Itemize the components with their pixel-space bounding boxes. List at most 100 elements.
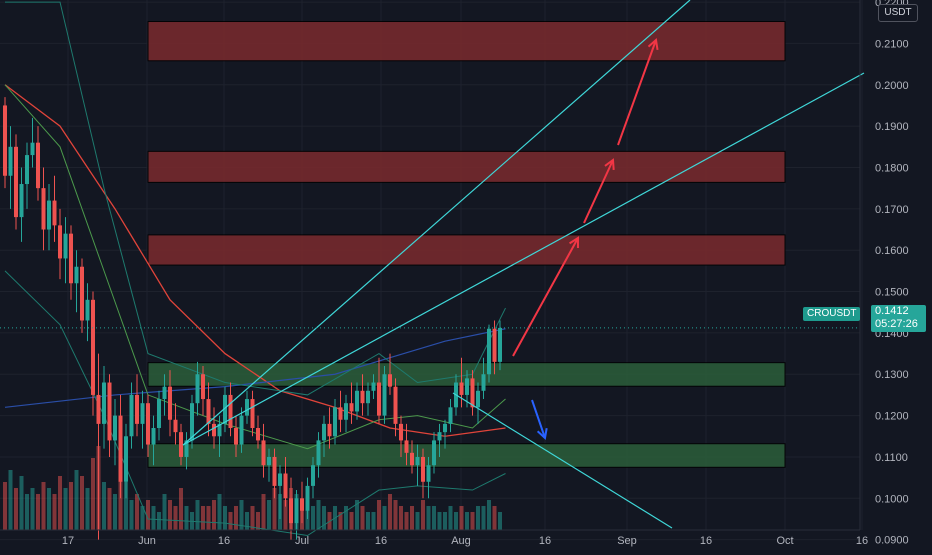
candle-body[interactable] bbox=[102, 382, 106, 424]
candle-body[interactable] bbox=[487, 328, 491, 375]
currency-badge[interactable]: USDT bbox=[878, 4, 918, 22]
arrow-blue-shaft[interactable] bbox=[531, 399, 546, 439]
candle-body[interactable] bbox=[8, 146, 13, 176]
candle-body[interactable] bbox=[432, 440, 436, 466]
candle-body[interactable] bbox=[476, 390, 480, 408]
candle-body[interactable] bbox=[190, 403, 194, 441]
candle-body[interactable] bbox=[426, 465, 431, 482]
candle-body[interactable] bbox=[272, 456, 277, 486]
drawing-layer[interactable] bbox=[0, 0, 865, 529]
trendline[interactable] bbox=[182, 0, 691, 446]
candle-body[interactable] bbox=[421, 456, 425, 482]
candle-body[interactable] bbox=[157, 399, 161, 429]
candle-body[interactable] bbox=[327, 423, 332, 437]
candle-body[interactable] bbox=[69, 233, 73, 284]
candle-body[interactable] bbox=[344, 403, 348, 420]
candle-body[interactable] bbox=[19, 184, 24, 218]
candle-body[interactable] bbox=[91, 299, 95, 395]
candle-body[interactable] bbox=[470, 378, 475, 408]
candle-body[interactable] bbox=[289, 498, 293, 524]
candle-body[interactable] bbox=[58, 225, 62, 259]
candle-body[interactable] bbox=[498, 327, 502, 362]
candle-body[interactable] bbox=[113, 415, 117, 441]
time-scale[interactable]: 17 Jun 16 Jul 16 Aug 16 Sep 16 Oct 16 bbox=[62, 535, 868, 547]
resistance-zone[interactable] bbox=[147, 234, 786, 266]
candle-body[interactable] bbox=[14, 146, 18, 218]
candle-body[interactable] bbox=[283, 473, 288, 499]
candle-body[interactable] bbox=[63, 233, 68, 259]
candle-body[interactable] bbox=[173, 419, 178, 433]
candle-body[interactable] bbox=[3, 105, 7, 176]
candle-body[interactable] bbox=[206, 399, 211, 424]
candle-body[interactable] bbox=[223, 394, 227, 424]
candle-body[interactable] bbox=[80, 266, 84, 321]
candle-body[interactable] bbox=[96, 394, 101, 424]
candle-body[interactable] bbox=[107, 382, 112, 441]
candle-body[interactable] bbox=[393, 386, 398, 424]
candle-body[interactable] bbox=[294, 498, 299, 524]
candle-body[interactable] bbox=[415, 456, 420, 466]
candle-body[interactable] bbox=[74, 266, 79, 284]
candle-body[interactable] bbox=[140, 403, 145, 424]
candle-body[interactable] bbox=[52, 200, 57, 226]
candle-body[interactable] bbox=[212, 423, 216, 437]
candle-body[interactable] bbox=[305, 485, 310, 511]
candle-body[interactable] bbox=[267, 456, 271, 466]
candle-body[interactable] bbox=[30, 142, 35, 156]
candle-body[interactable] bbox=[410, 452, 414, 466]
candle-body[interactable] bbox=[355, 390, 359, 412]
candle-body[interactable] bbox=[338, 407, 343, 420]
candle-body[interactable] bbox=[371, 382, 376, 391]
candle-body[interactable] bbox=[377, 382, 381, 416]
support-zone[interactable] bbox=[147, 443, 786, 468]
trendline[interactable] bbox=[452, 392, 673, 529]
candle-body[interactable] bbox=[443, 423, 447, 433]
candle-body[interactable] bbox=[366, 390, 370, 404]
candle-body[interactable] bbox=[135, 394, 139, 424]
candle-body[interactable] bbox=[250, 399, 255, 429]
candle-body[interactable] bbox=[201, 374, 205, 400]
candle-body[interactable] bbox=[360, 390, 365, 404]
candle-body[interactable] bbox=[448, 407, 453, 424]
trendline[interactable] bbox=[182, 72, 865, 446]
candle-body[interactable] bbox=[228, 394, 233, 429]
resistance-zone[interactable] bbox=[147, 150, 786, 183]
resistance-zone[interactable] bbox=[147, 21, 786, 62]
candle-body[interactable] bbox=[261, 440, 266, 466]
candle-body[interactable] bbox=[481, 374, 486, 391]
candle-layer[interactable] bbox=[3, 97, 502, 540]
candle-body[interactable] bbox=[492, 328, 497, 362]
candle-body[interactable] bbox=[85, 299, 90, 321]
candle-body[interactable] bbox=[168, 386, 172, 420]
candle-body[interactable] bbox=[256, 428, 260, 441]
candle-body[interactable] bbox=[322, 423, 326, 441]
candle-body[interactable] bbox=[316, 440, 321, 466]
candle-body[interactable] bbox=[399, 423, 403, 441]
candle-body[interactable] bbox=[300, 498, 304, 511]
arrow-red-shaft[interactable] bbox=[512, 237, 579, 357]
candle-body[interactable] bbox=[162, 386, 167, 400]
candle-body[interactable] bbox=[25, 155, 29, 185]
arrow-red-shaft[interactable] bbox=[617, 39, 657, 146]
candle-body[interactable] bbox=[146, 403, 150, 445]
candle-body[interactable] bbox=[184, 440, 189, 457]
candle-body[interactable] bbox=[195, 374, 200, 404]
candle-body[interactable] bbox=[278, 473, 282, 486]
candle-body[interactable] bbox=[388, 374, 392, 387]
candle-body[interactable] bbox=[179, 432, 183, 457]
candle-body[interactable] bbox=[349, 403, 354, 412]
candle-body[interactable] bbox=[151, 428, 156, 445]
candle-body[interactable] bbox=[465, 378, 469, 395]
candle-body[interactable] bbox=[239, 415, 244, 445]
candle-body[interactable] bbox=[217, 423, 222, 437]
candle-body[interactable] bbox=[459, 382, 464, 395]
candle-body[interactable] bbox=[234, 428, 238, 445]
arrow-red-shaft[interactable] bbox=[583, 159, 614, 224]
candle-body[interactable] bbox=[404, 440, 409, 453]
candle-body[interactable] bbox=[36, 142, 40, 189]
candle-body[interactable] bbox=[129, 394, 134, 437]
candle-body[interactable] bbox=[118, 415, 123, 482]
candle-body[interactable] bbox=[47, 200, 51, 230]
candle-body[interactable] bbox=[333, 407, 337, 437]
